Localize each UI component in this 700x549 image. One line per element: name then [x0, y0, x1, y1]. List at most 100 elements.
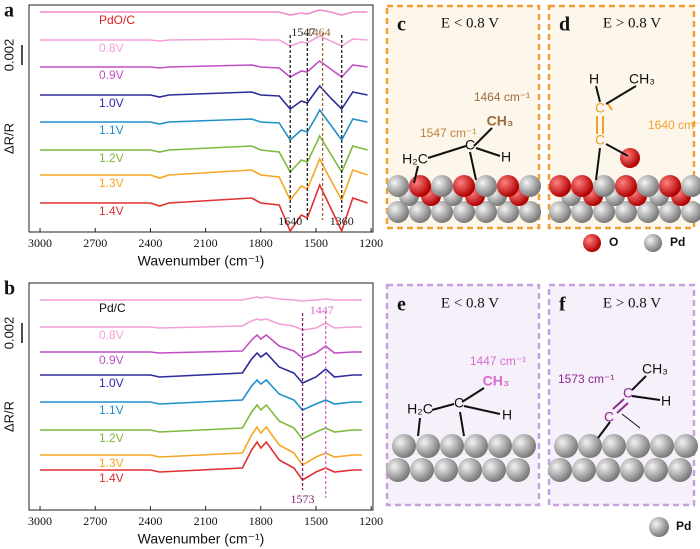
frequency: 1464 cm⁻¹ — [474, 90, 530, 104]
panel-letter: e — [397, 294, 406, 316]
spectrum-line — [40, 378, 362, 411]
y-axis-label: ΔR/R — [1, 401, 16, 432]
spectrum-line — [40, 9, 368, 16]
spectrum-line — [40, 59, 368, 79]
oxygen-atom — [571, 175, 593, 197]
x-tick-label: 1200 — [359, 514, 383, 528]
pd-atom — [416, 434, 440, 458]
condition: E < 0.8 V — [441, 295, 499, 311]
marker-label: 1547 — [291, 25, 315, 39]
x-tick-label: 2700 — [83, 514, 107, 528]
pd-atom — [554, 434, 578, 458]
oxygen-atom — [615, 175, 637, 197]
x-axis-label: Wavenumber (cm⁻¹) — [138, 531, 265, 547]
legend-label: Pd — [676, 519, 691, 533]
x-tick-label: 3000 — [28, 236, 52, 250]
group: CH₃ — [487, 113, 514, 129]
pd-atom — [659, 201, 681, 223]
x-tick-label: 2100 — [194, 236, 218, 250]
series-label: PdO/C — [99, 13, 135, 27]
pd-atom — [519, 175, 541, 197]
pd-atom — [488, 434, 512, 458]
pd-atom — [572, 458, 596, 482]
x-tick-label: 1200 — [359, 236, 383, 250]
series-label: 1.2V — [99, 431, 124, 445]
pd-atom — [434, 458, 458, 482]
spectrum-line — [40, 351, 362, 384]
pd-atom — [440, 434, 464, 458]
series-label: 0.9V — [99, 68, 124, 82]
pd-atom — [615, 201, 637, 223]
pd-atom — [650, 434, 674, 458]
group: C — [595, 132, 605, 148]
pd-atom — [409, 201, 431, 223]
pd-atom — [571, 201, 593, 223]
condition: E < 0.8 V — [441, 15, 499, 31]
spectrum-line — [40, 134, 368, 174]
pd-atom — [410, 458, 434, 482]
pd-atom — [644, 458, 668, 482]
pd-atom — [626, 434, 650, 458]
legend-label: Pd — [670, 235, 685, 249]
series-label: 0.8V — [99, 328, 124, 342]
pd-atom — [637, 175, 659, 197]
double-bonds — [596, 103, 641, 429]
pd-atom — [674, 434, 698, 458]
frequency: 1547 cm⁻¹ — [420, 126, 476, 140]
pd-atom — [506, 458, 530, 482]
panel-letter: d — [559, 14, 570, 36]
oxygen-atom — [497, 175, 519, 197]
spectrum-line — [40, 333, 362, 359]
frequency: 1573 cm⁻¹ — [558, 372, 614, 386]
oxygen-atom — [659, 175, 681, 197]
pd-atom — [392, 434, 416, 458]
x-tick-label: 3000 — [28, 514, 52, 528]
series-label: 1.3V — [99, 456, 124, 470]
series-label: 0.8V — [99, 41, 124, 55]
pd-atom — [644, 234, 662, 252]
group: C — [604, 409, 614, 425]
spectrum-line — [40, 296, 362, 302]
panel-letter: f — [559, 294, 566, 316]
spectrum-line — [40, 157, 368, 202]
series-label: 0.9V — [99, 353, 124, 367]
pd-atom — [681, 175, 700, 197]
series-label: 1.0V — [99, 96, 124, 110]
pd-atom — [475, 175, 497, 197]
pd-atom — [482, 458, 506, 482]
legend-label: O — [609, 235, 618, 249]
frequency: 1447 cm⁻¹ — [470, 354, 526, 368]
spectrum-line — [40, 84, 368, 111]
condition: E > 0.8 V — [603, 15, 661, 31]
pd-atom — [668, 458, 692, 482]
pd-atom — [549, 201, 571, 223]
x-tick-label: 1800 — [249, 236, 273, 250]
group: H — [501, 149, 511, 165]
pd-atom — [458, 458, 482, 482]
pd-atom — [620, 458, 644, 482]
marker-label: 1447 — [310, 303, 334, 317]
pd-atom — [512, 434, 536, 458]
spectrum-line — [40, 108, 368, 142]
pd-atom — [431, 201, 453, 223]
group: C — [465, 137, 475, 153]
pd-atom — [431, 175, 453, 197]
group: H₂C — [407, 401, 433, 417]
oxygen-atom — [453, 175, 475, 197]
x-tick-label: 2700 — [83, 236, 107, 250]
pd-atom — [681, 201, 700, 223]
x-tick-label: 2100 — [194, 514, 218, 528]
pd-atom — [475, 201, 497, 223]
x-tick-label: 1500 — [304, 236, 328, 250]
group: CH₃ — [483, 373, 510, 389]
oxygen-atom — [583, 234, 601, 252]
pd-atom — [453, 201, 475, 223]
oxygen-atom — [549, 175, 571, 197]
x-tick-label: 1800 — [249, 514, 273, 528]
group: CH₃ — [629, 71, 655, 87]
pd-atom — [593, 175, 615, 197]
series-label: 1.0V — [99, 376, 124, 390]
marker-label: 1360 — [330, 214, 354, 228]
group: H — [502, 407, 512, 423]
